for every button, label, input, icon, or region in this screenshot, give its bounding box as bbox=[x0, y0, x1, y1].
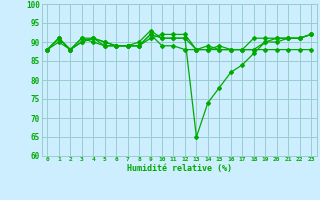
X-axis label: Humidité relative (%): Humidité relative (%) bbox=[127, 164, 232, 173]
